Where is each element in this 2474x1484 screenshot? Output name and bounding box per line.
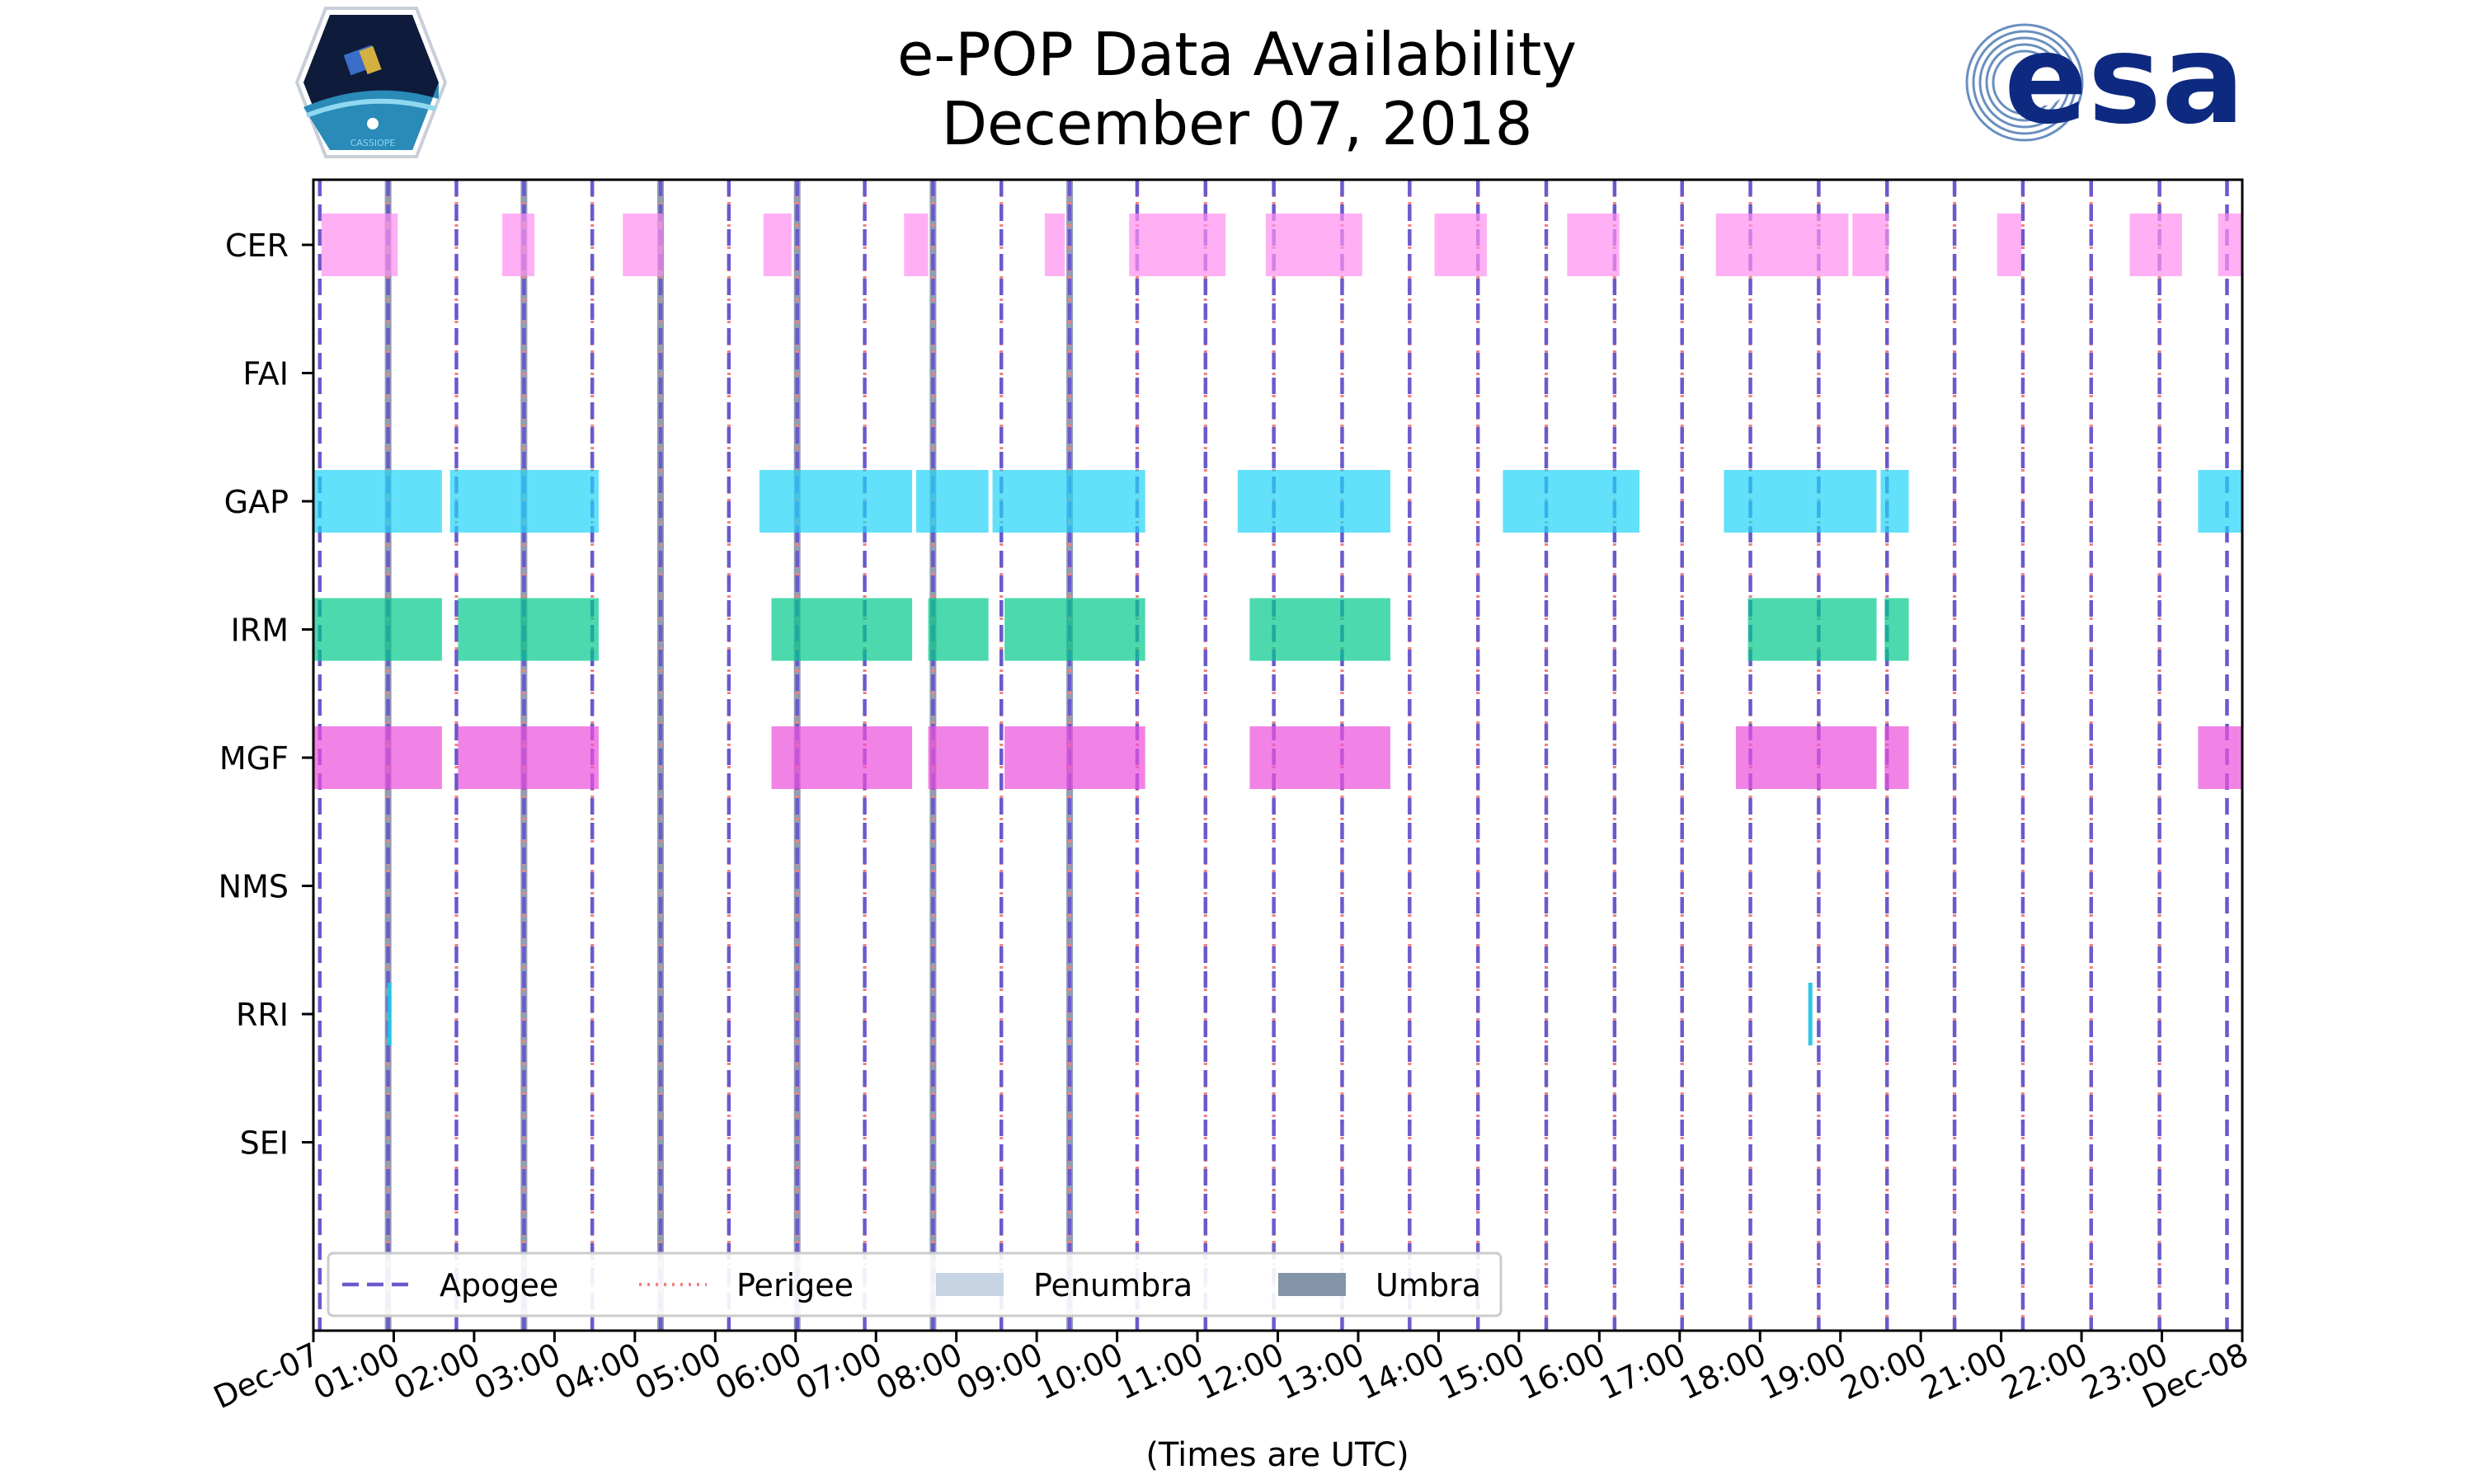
bar-irm bbox=[771, 598, 913, 661]
bar-mgf bbox=[313, 726, 442, 789]
legend-label-apogee: Apogee bbox=[440, 1267, 558, 1303]
bar-gap bbox=[1880, 470, 1909, 533]
x-tick-label: 13:00 bbox=[1272, 1336, 1370, 1407]
x-axis-label: (Times are UTC) bbox=[1145, 1436, 1409, 1474]
bar-mgf bbox=[771, 726, 913, 789]
bar-cer bbox=[763, 214, 792, 276]
x-tick-label: 03:00 bbox=[468, 1336, 566, 1407]
bar-cer bbox=[1129, 214, 1226, 276]
bar-cer bbox=[502, 214, 535, 276]
bar-cer bbox=[321, 214, 398, 276]
y-tick-label-nms: NMS bbox=[219, 869, 289, 905]
bar-cer bbox=[2129, 214, 2182, 276]
bar-cer bbox=[623, 214, 663, 276]
y-tick-label-sei: SEI bbox=[240, 1125, 289, 1162]
bar-gap bbox=[2198, 470, 2242, 533]
cassiope-logo: CASSIOPE bbox=[294, 7, 448, 158]
bar-mgf bbox=[1884, 726, 1909, 789]
legend-label-penumbra: Penumbra bbox=[1033, 1267, 1192, 1303]
x-tick-label: 21:00 bbox=[1916, 1336, 2013, 1407]
x-tick-label: 08:00 bbox=[871, 1336, 968, 1407]
bar-irm bbox=[1884, 598, 1909, 661]
y-tick-label-rri: RRI bbox=[236, 997, 289, 1033]
bar-irm bbox=[1249, 598, 1390, 661]
bar-cer bbox=[1265, 214, 1362, 276]
legend-swatch-penumbra bbox=[936, 1273, 1004, 1296]
x-tick-label: 05:00 bbox=[629, 1336, 727, 1407]
x-tick-label: 06:00 bbox=[710, 1336, 807, 1407]
bar-irm bbox=[928, 598, 989, 661]
bar-mgf bbox=[1249, 726, 1390, 789]
x-tick-label: 01:00 bbox=[308, 1336, 405, 1407]
x-tick-label: 11:00 bbox=[1112, 1336, 1209, 1407]
legend-label-umbra: Umbra bbox=[1376, 1267, 1481, 1303]
bar-gap bbox=[313, 470, 442, 533]
bar-mgf bbox=[928, 726, 989, 789]
bar-mgf bbox=[458, 726, 599, 789]
x-tick-label: 15:00 bbox=[1433, 1336, 1531, 1407]
esa-logo-text: esa bbox=[2004, 8, 2245, 152]
bar-mgf bbox=[2198, 726, 2242, 789]
bar-mgf bbox=[1004, 726, 1145, 789]
bar-gap bbox=[992, 470, 1145, 533]
legend-frame bbox=[327, 1252, 1503, 1317]
x-tick-label: 07:00 bbox=[790, 1336, 887, 1407]
esa-logo: esa bbox=[1965, 8, 2245, 152]
y-tick-label-fai: FAI bbox=[242, 356, 289, 392]
bar-cer bbox=[1044, 214, 1065, 276]
x-tick-label: 02:00 bbox=[388, 1336, 486, 1407]
chart-title: e-POP Data Availability bbox=[897, 20, 1577, 89]
x-tick-label: Dec-07 bbox=[208, 1336, 324, 1416]
bar-irm bbox=[458, 598, 599, 661]
bar-cer bbox=[1997, 214, 2021, 276]
bar-gap bbox=[1503, 470, 1640, 533]
x-tick-label: 09:00 bbox=[951, 1336, 1048, 1407]
bar-rri bbox=[1808, 983, 1813, 1045]
bar-gap bbox=[915, 470, 989, 533]
y-tick-label-irm: IRM bbox=[231, 613, 289, 649]
x-tick-label: 17:00 bbox=[1594, 1336, 1691, 1407]
y-tick-label-cer: CER bbox=[225, 228, 289, 264]
bar-cer bbox=[1852, 214, 1889, 276]
bar-cer bbox=[904, 214, 929, 276]
bar-irm bbox=[1747, 598, 1877, 661]
x-tick-label: 20:00 bbox=[1835, 1336, 1932, 1407]
bar-irm bbox=[1004, 598, 1145, 661]
x-tick-label: 10:00 bbox=[1032, 1336, 1129, 1407]
y-tick-label-gap: GAP bbox=[224, 484, 289, 520]
legend-label-perigee: Perigee bbox=[736, 1267, 854, 1303]
x-tick-label: 18:00 bbox=[1674, 1336, 1771, 1407]
bar-gap bbox=[1724, 470, 1877, 533]
cassiope-logo-caption: CASSIOPE bbox=[350, 138, 396, 148]
availability-bars bbox=[313, 214, 2242, 1045]
x-axis: Dec-0701:0002:0003:0004:0005:0006:0007:0… bbox=[208, 1331, 2254, 1416]
x-tick-label: 22:00 bbox=[1996, 1336, 2093, 1407]
chart-subtitle: December 07, 2018 bbox=[941, 89, 1533, 158]
bar-cer bbox=[1567, 214, 1620, 276]
legend: Apogee Perigee Penumbra Umbra bbox=[327, 1252, 1503, 1317]
bar-cer bbox=[1715, 214, 1849, 276]
y-axis: CER FAI GAP IRM MGF NMS RRI SEI bbox=[219, 228, 313, 1162]
bar-gap bbox=[449, 470, 599, 533]
bar-cer bbox=[1434, 214, 1487, 276]
x-tick-label: 19:00 bbox=[1755, 1336, 1852, 1407]
bar-cer bbox=[2218, 214, 2242, 276]
x-tick-label: 04:00 bbox=[549, 1336, 647, 1407]
y-tick-label-mgf: MGF bbox=[219, 740, 289, 777]
x-tick-label: 16:00 bbox=[1513, 1336, 1611, 1407]
x-tick-label: 12:00 bbox=[1192, 1336, 1289, 1407]
x-tick-label: 14:00 bbox=[1352, 1336, 1450, 1407]
legend-swatch-umbra bbox=[1278, 1273, 1346, 1296]
bar-gap bbox=[1237, 470, 1390, 533]
bar-gap bbox=[759, 470, 913, 533]
bar-mgf bbox=[1736, 726, 1877, 789]
bar-rri bbox=[387, 983, 392, 1045]
bar-irm bbox=[313, 598, 442, 661]
